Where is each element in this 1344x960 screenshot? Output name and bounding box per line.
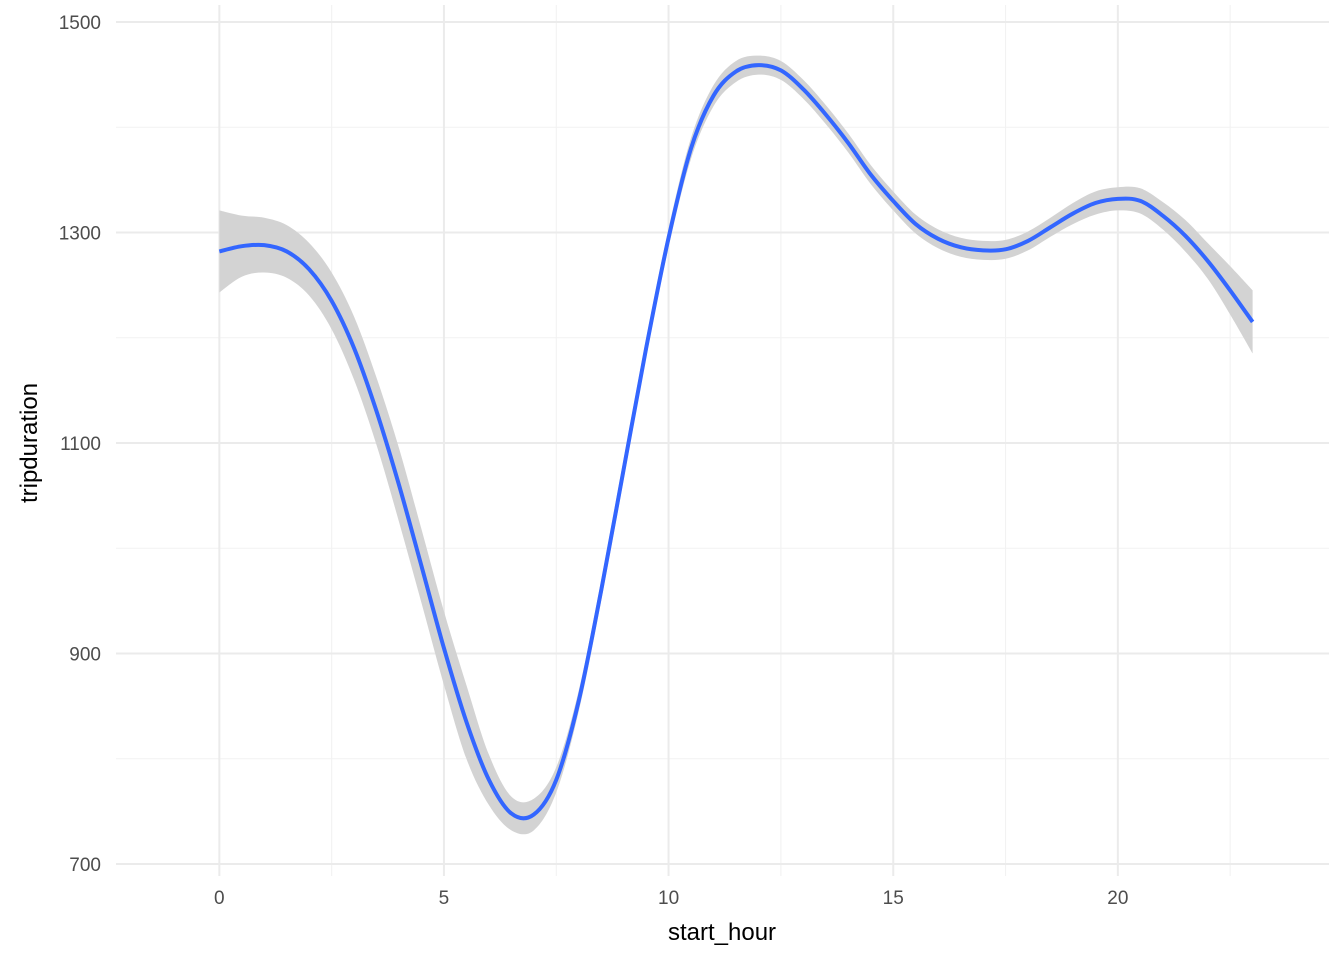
minor-gridlines — [116, 5, 1329, 876]
smooth-line — [218, 63, 1255, 821]
y-axis-tick-labels: 700 900 1100 1300 1500 — [59, 13, 101, 876]
x-tick-label: 15 — [883, 888, 904, 909]
series-layer — [218, 55, 1255, 835]
y-tick-label: 700 — [69, 855, 101, 876]
y-tick-label: 1100 — [60, 434, 101, 455]
y-tick-label: 1500 — [59, 13, 101, 34]
major-gridlines — [116, 5, 1329, 876]
x-axis-title: start_hour — [668, 919, 776, 946]
confidence-band — [219, 55, 1253, 835]
x-axis-tick-labels: 0 5 10 15 20 — [214, 888, 1128, 909]
x-tick-label: 20 — [1107, 888, 1128, 909]
x-tick-label: 0 — [214, 888, 225, 909]
x-tick-label: 5 — [439, 888, 450, 909]
y-tick-label: 900 — [69, 645, 101, 666]
x-tick-label: 10 — [658, 888, 679, 909]
y-axis-title: tripduration — [16, 383, 43, 503]
y-tick-label: 1300 — [59, 224, 101, 245]
